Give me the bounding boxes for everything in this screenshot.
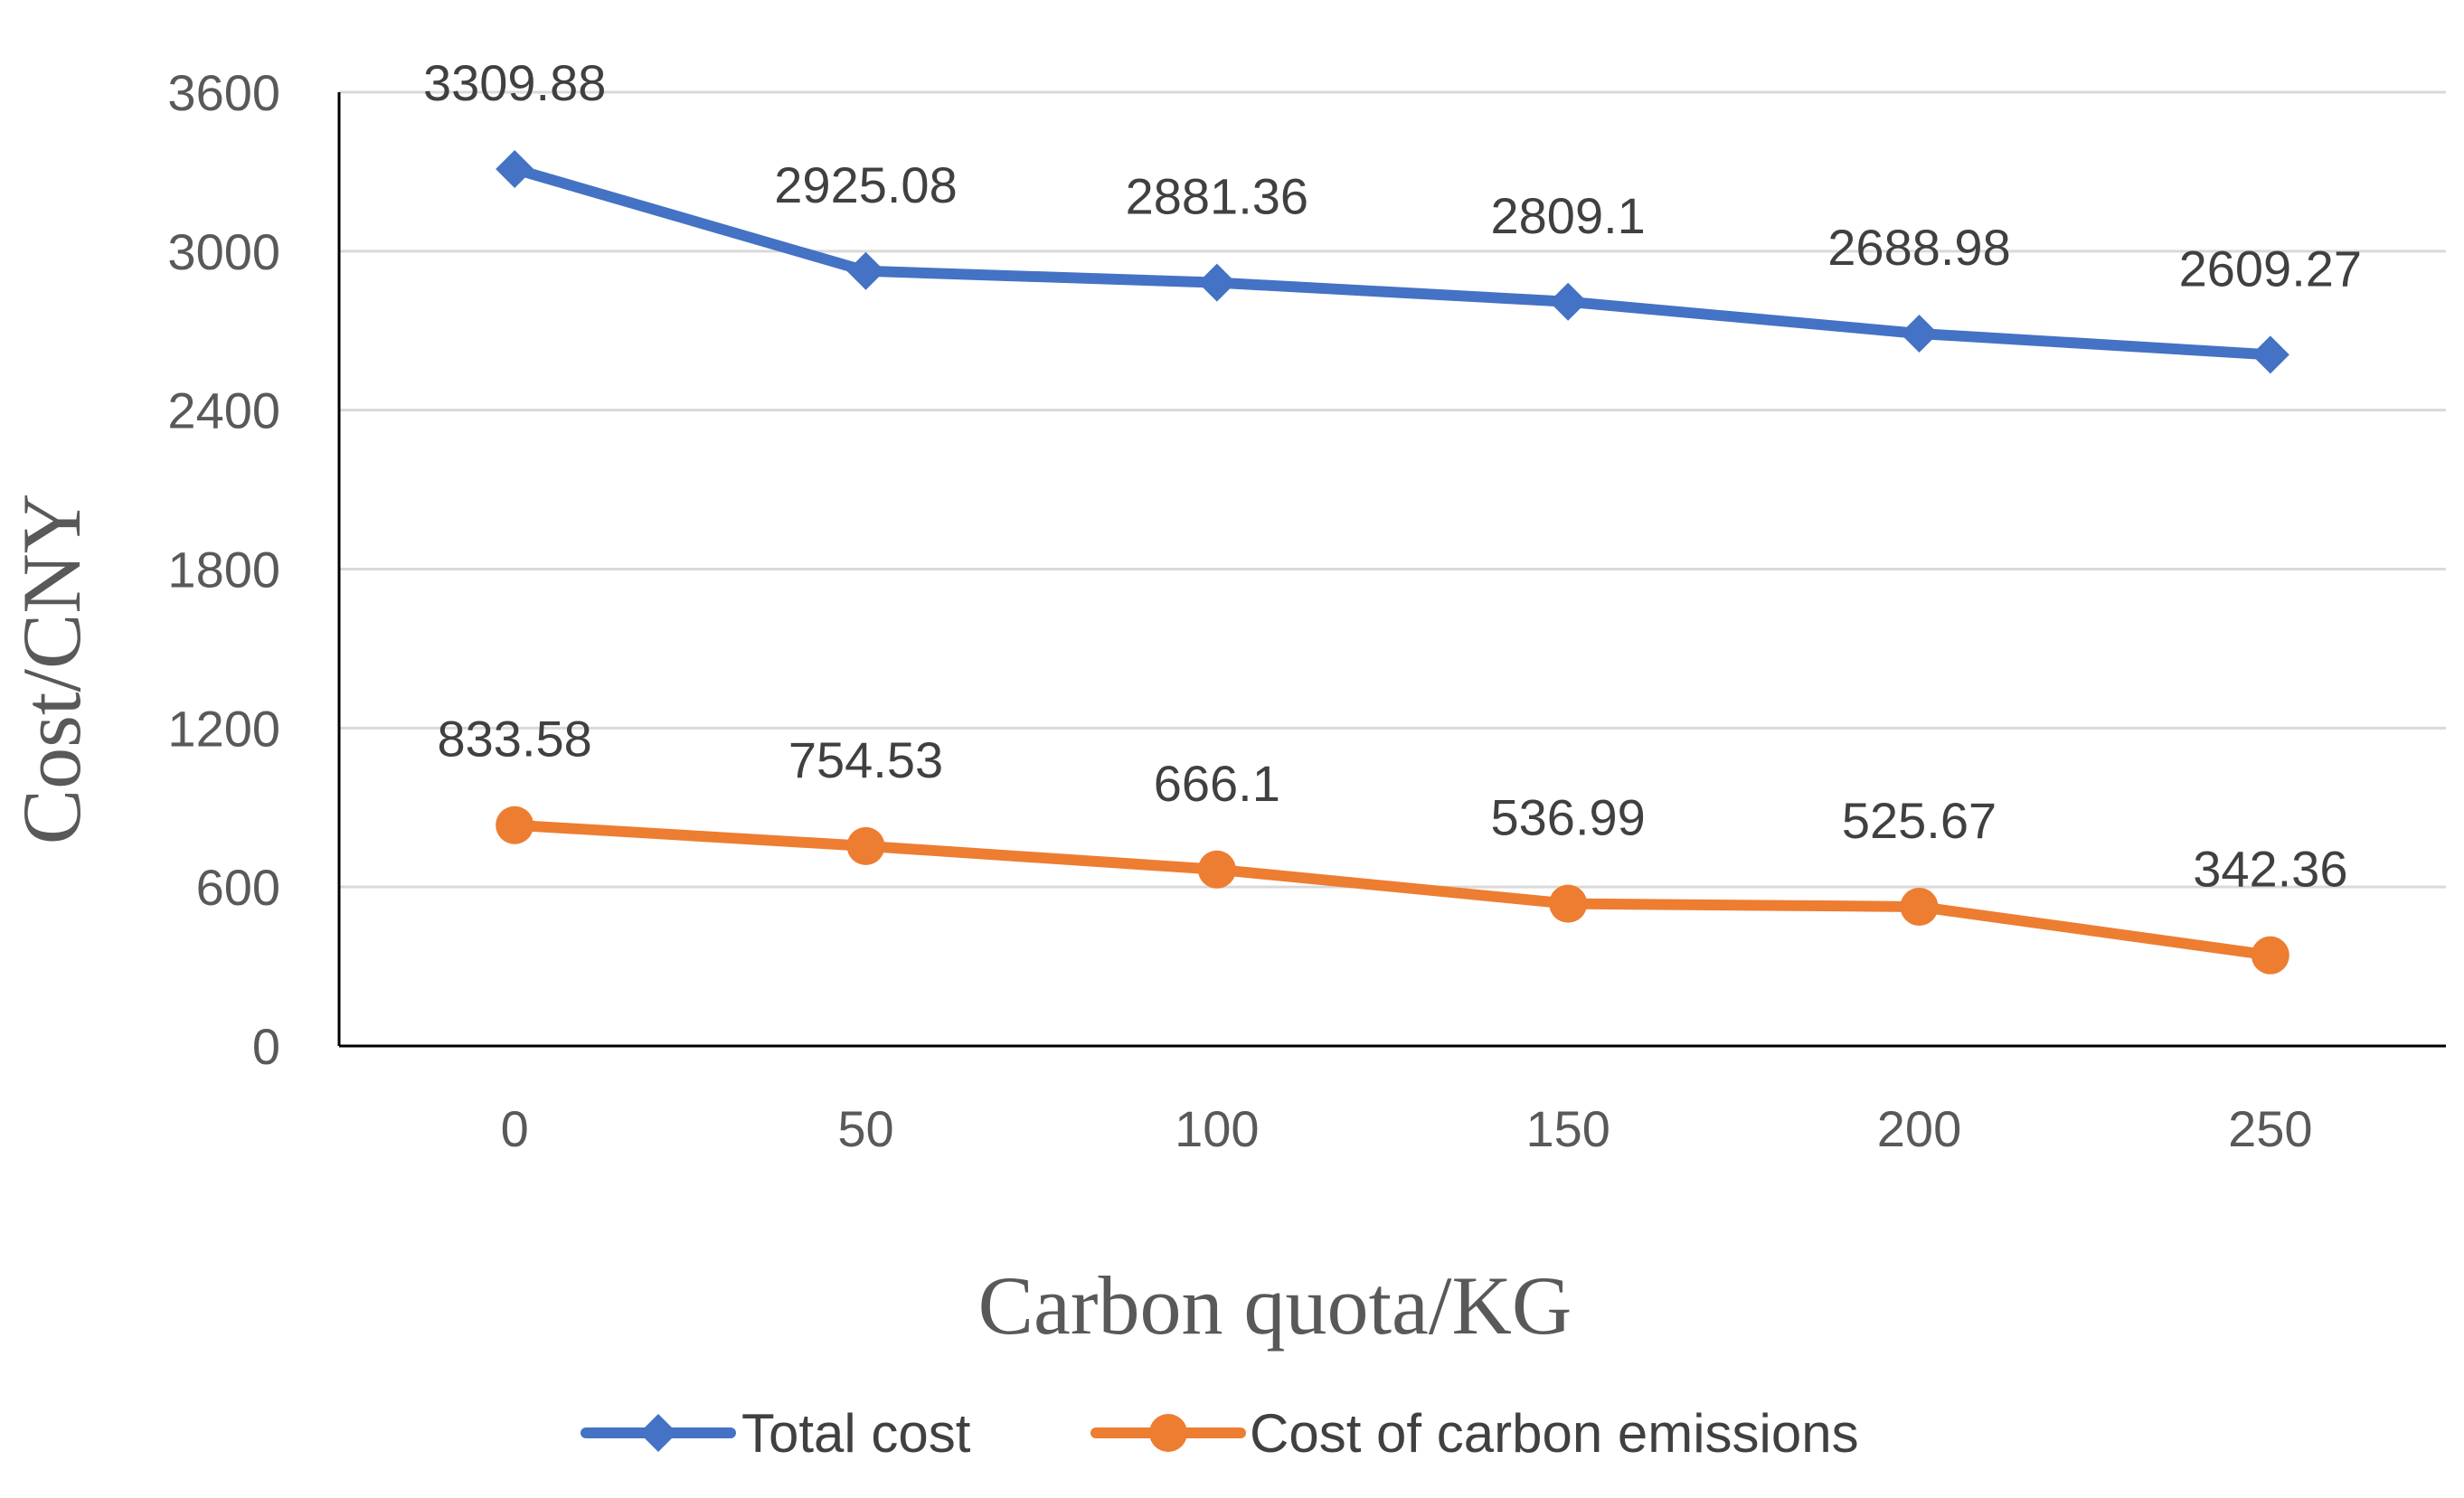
x-tick-label: 150 (1525, 1100, 1610, 1157)
x-tick-label: 100 (1175, 1100, 1259, 1157)
x-tick-label: 250 (2228, 1100, 2312, 1157)
data-label: 2688.98 (1827, 219, 2010, 276)
legend-item-carbon-emissions: Cost of carbon emissions (1090, 1403, 1859, 1464)
y-tick-label: 600 (196, 859, 280, 916)
y-tick-label: 1800 (167, 542, 280, 598)
data-labels: 3309.88 2925.08 2881.36 2809.1 2688.98 2609.2… (423, 54, 2362, 898)
data-label: 2809.1 (1491, 187, 1646, 244)
data-label: 833.58 (438, 711, 592, 768)
data-label: 525.67 (1842, 792, 1997, 849)
x-tick-label: 50 (837, 1100, 893, 1157)
y-axis-ticks: 0 600 1200 1800 2400 3000 3600 (167, 64, 280, 1075)
data-label: 342.36 (2193, 841, 2347, 898)
y-tick-label: 3600 (167, 64, 280, 121)
data-point-diamond (2251, 335, 2289, 374)
x-tick-label: 200 (1877, 1100, 1961, 1157)
data-label: 536.99 (1491, 789, 1646, 846)
series-line-0 (509, 164, 2276, 361)
data-point-diamond (846, 251, 885, 290)
legend-diamond-marker-icon (639, 1414, 677, 1452)
legend-label-carbon-emissions: Cost of carbon emissions (1250, 1403, 1859, 1464)
y-tick-label: 3000 (167, 223, 280, 280)
x-axis-title: Carbon quota/KG (978, 1259, 1572, 1352)
series-line-1 (509, 819, 2276, 961)
x-axis-ticks: 0 50 100 150 200 250 (501, 1100, 2313, 1157)
y-tick-label: 2400 (167, 382, 280, 439)
data-label: 2881.36 (1126, 168, 1308, 225)
data-point-diamond (1549, 282, 1588, 321)
data-label: 2609.27 (2179, 240, 2362, 297)
data-point-circle (1197, 850, 1236, 889)
series-group (496, 150, 2289, 975)
data-point-diamond (1900, 314, 1939, 353)
y-tick-label: 1200 (167, 700, 280, 757)
data-label: 754.53 (788, 731, 943, 788)
data-label: 3309.88 (423, 54, 606, 111)
data-point-circle (846, 826, 885, 865)
legend-item-total-cost: Total cost (581, 1403, 971, 1464)
legend: Total cost Cost of carbon emissions (581, 1403, 1859, 1464)
data-label: 666.1 (1154, 755, 1280, 812)
x-tick-label: 0 (501, 1100, 529, 1157)
data-point-circle (1900, 887, 1939, 926)
data-point-circle (2251, 936, 2289, 975)
data-point-circle (1549, 884, 1588, 923)
data-point-diamond (1197, 263, 1236, 302)
y-axis-title: Cost/CNY (5, 494, 98, 845)
data-point-circle (496, 806, 534, 844)
data-label: 2925.08 (774, 156, 957, 213)
data-point-diamond (496, 150, 534, 189)
legend-label-total-cost: Total cost (741, 1403, 971, 1464)
legend-circle-marker-icon (1149, 1414, 1187, 1452)
y-tick-label: 0 (252, 1018, 280, 1075)
gridlines (339, 90, 2446, 889)
